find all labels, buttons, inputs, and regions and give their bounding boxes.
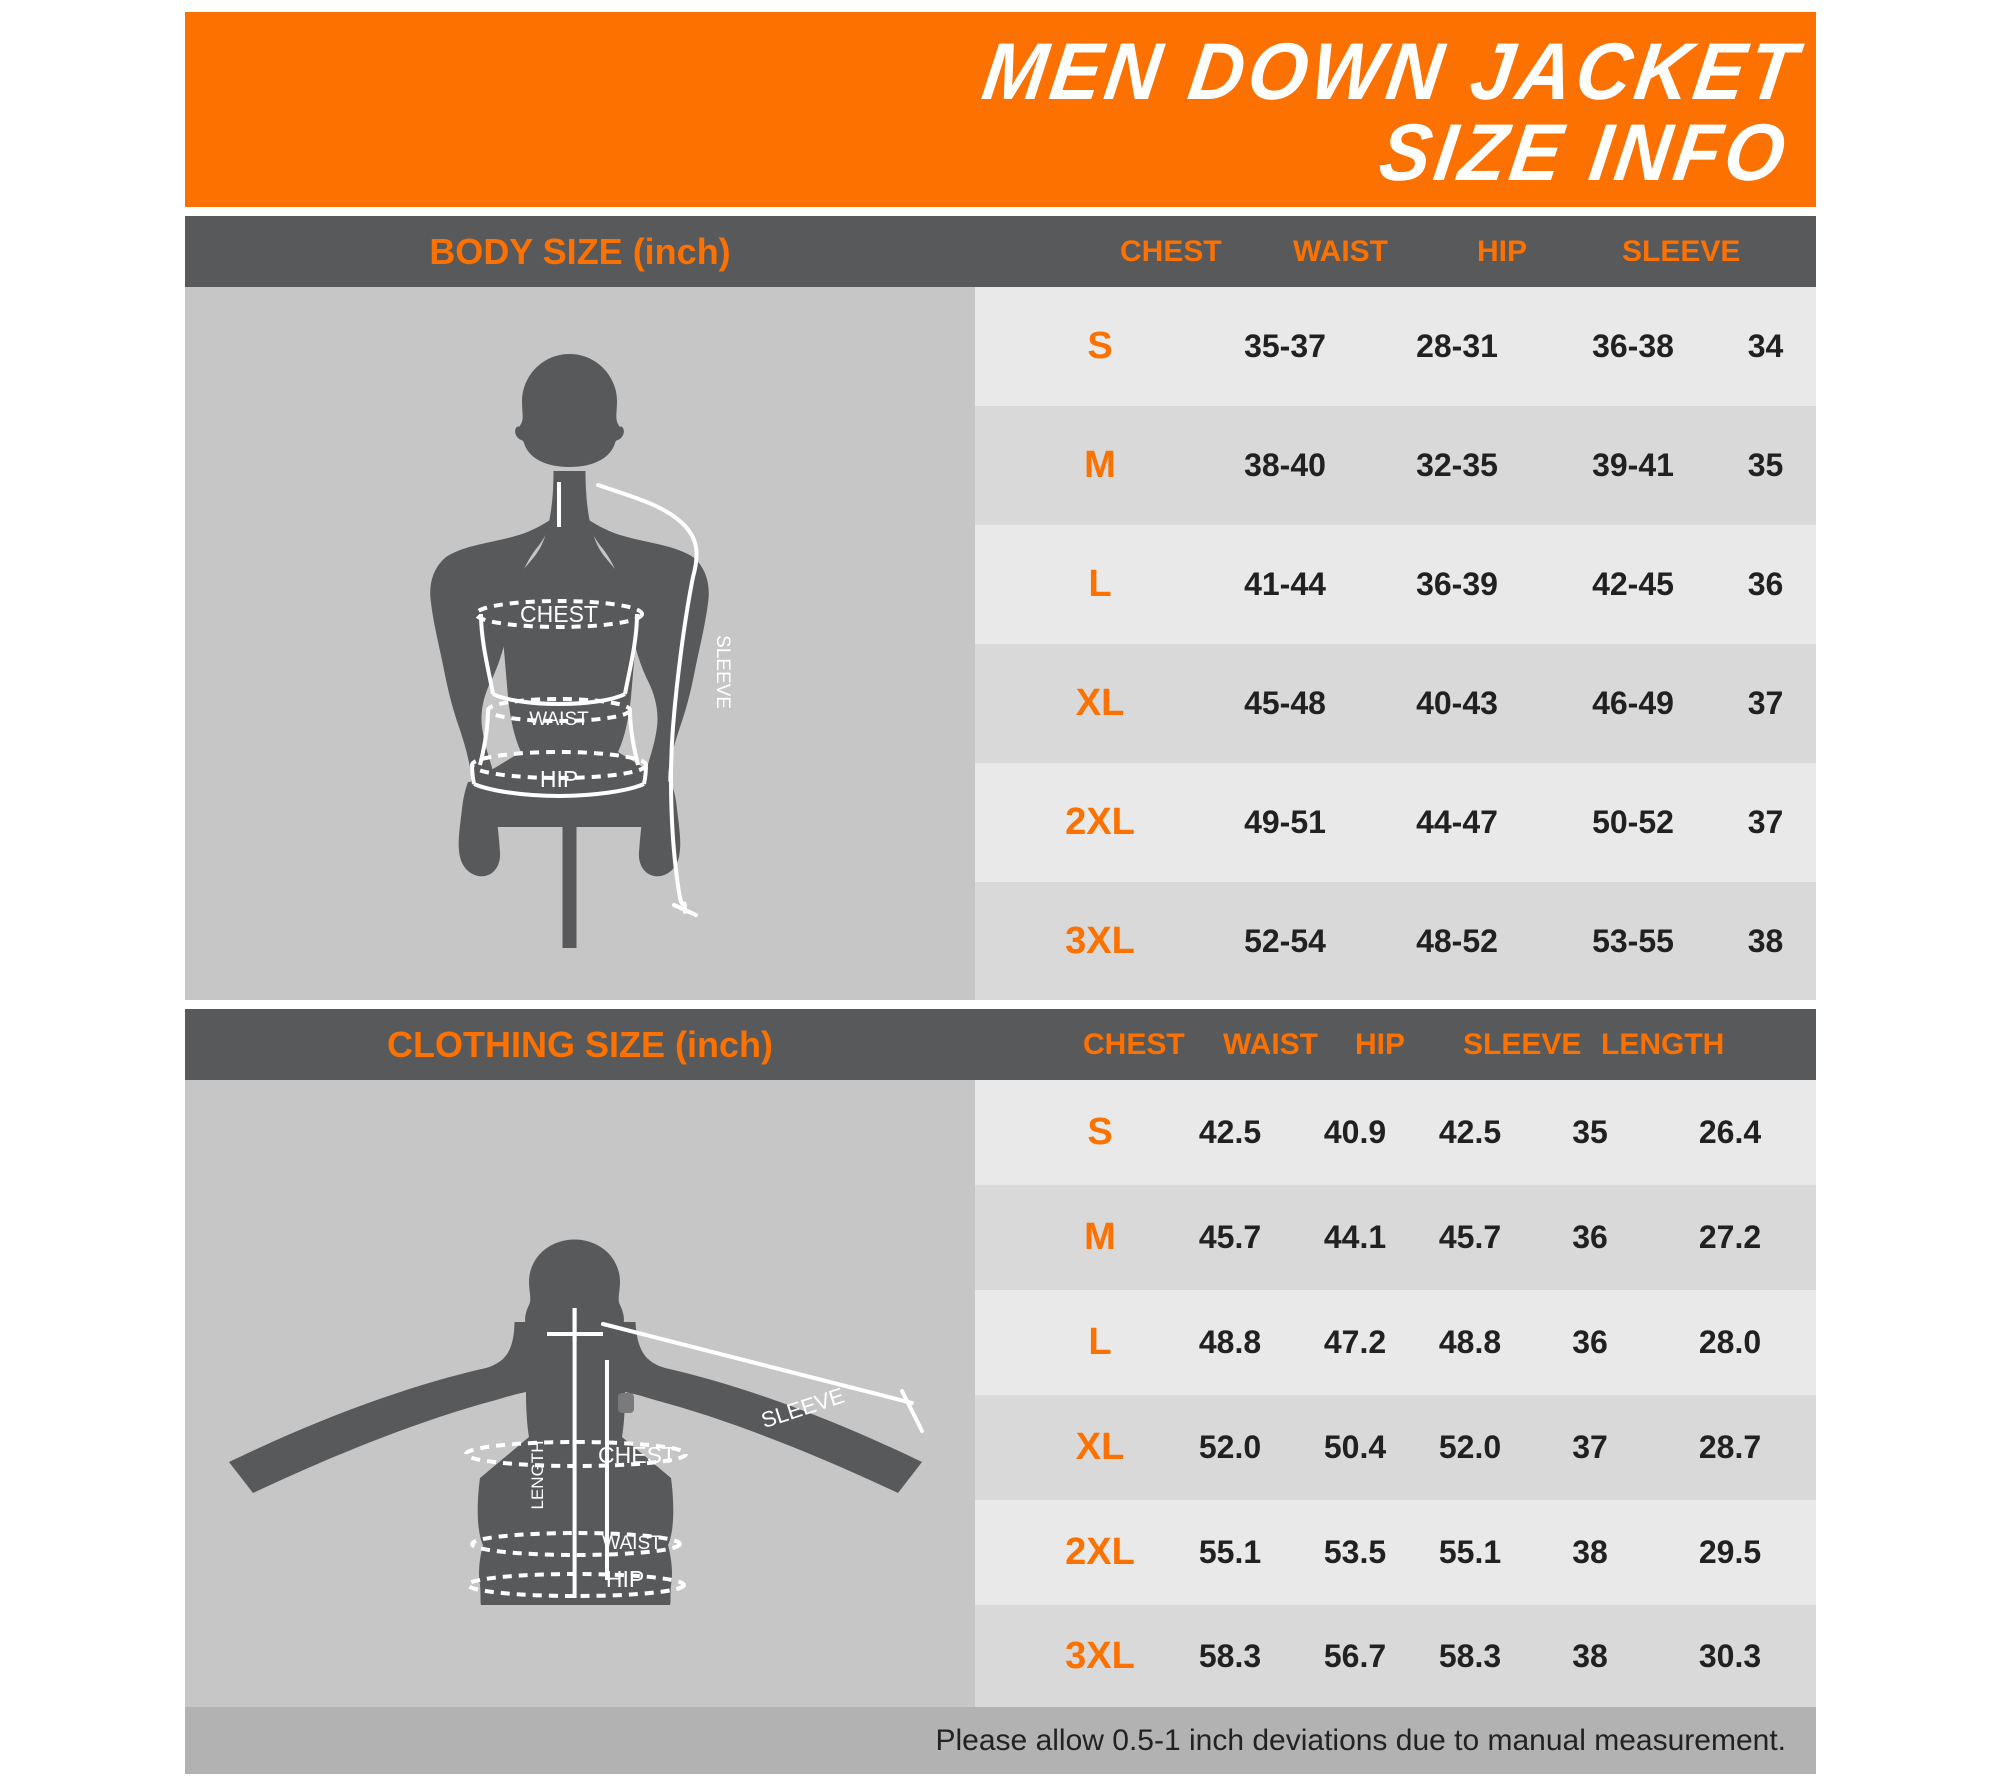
svg-text:CHEST: CHEST: [598, 1442, 676, 1468]
svg-text:LENGTH: LENGTH: [528, 1441, 547, 1510]
svg-text:HIP: HIP: [540, 766, 578, 792]
svg-text:CHEST: CHEST: [520, 601, 598, 627]
svg-text:WAIST: WAIST: [529, 709, 589, 730]
svg-text:HIP: HIP: [606, 1566, 644, 1592]
svg-text:SLEEVE: SLEEVE: [712, 635, 733, 709]
svg-text:WAIST: WAIST: [602, 1533, 662, 1554]
